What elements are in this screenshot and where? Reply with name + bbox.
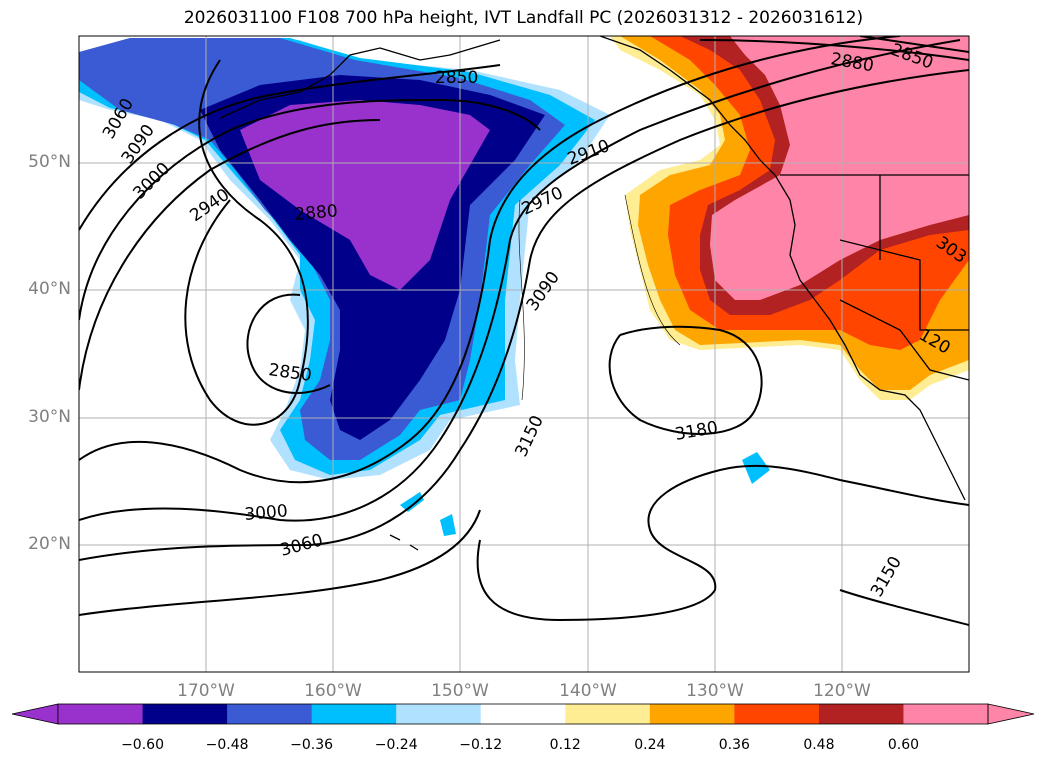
colorbar-frame: [57, 703, 989, 725]
colorbar-tick-label: −0.24: [374, 737, 418, 753]
colorbar-extend-max: [987, 703, 1035, 725]
lon-label: 170°W: [177, 681, 235, 701]
map-frame: [78, 35, 970, 673]
contour-label: 2880: [294, 201, 339, 225]
lat-label: 50°N: [28, 152, 71, 172]
colorbar-cell: [903, 704, 989, 724]
colorbar-tick-label: 0.12: [549, 737, 581, 753]
lon-label: 140°W: [559, 681, 617, 701]
colorbar-tick-label: −0.60: [121, 737, 164, 753]
lon-label: 120°W: [813, 681, 871, 701]
lat-label: 40°N: [28, 279, 71, 299]
colorbar-tick-label: −0.36: [290, 737, 334, 753]
colorbar-cell: [734, 704, 820, 724]
lat-label: 20°N: [28, 534, 71, 554]
colorbar-cell: [311, 704, 397, 724]
height-contours: [79, 36, 969, 626]
colorbar-cell: [565, 704, 651, 724]
colorbar-extend-min: [11, 703, 59, 725]
colorbar-cell: [142, 704, 228, 724]
lat-label: 30°N: [28, 407, 71, 427]
colorbar-cell: [480, 704, 566, 724]
lon-label: 130°W: [686, 681, 744, 701]
colorbar: [11, 703, 1035, 725]
colorbar-tick-label: −0.48: [205, 737, 249, 753]
colorbar-cell: [58, 704, 144, 724]
colorbar-cell: [227, 704, 313, 724]
colorbar-tick-label: 0.60: [887, 737, 920, 753]
plot-title: 2026031100 F108 700 hPa height, IVT Land…: [183, 8, 864, 28]
thin-contours: [518, 194, 681, 401]
colorbar-cell: [396, 704, 482, 724]
colorbar-tick-label: 0.24: [634, 737, 666, 753]
colorbar-tick-label: 0.48: [803, 737, 835, 753]
colorbar-cell: [818, 704, 904, 724]
contour-label: 2850: [435, 68, 478, 88]
map-field: [79, 36, 969, 672]
contour-label: 3000: [244, 501, 289, 525]
colorbar-cell: [649, 704, 735, 724]
lon-label: 160°W: [304, 681, 362, 701]
colorbar-tick-label: −0.12: [459, 737, 503, 753]
colorbar-tick-label: 0.36: [718, 737, 750, 753]
coastlines: [219, 36, 969, 551]
lon-label: 150°W: [431, 681, 489, 701]
negative-anomaly-region: [79, 38, 770, 536]
